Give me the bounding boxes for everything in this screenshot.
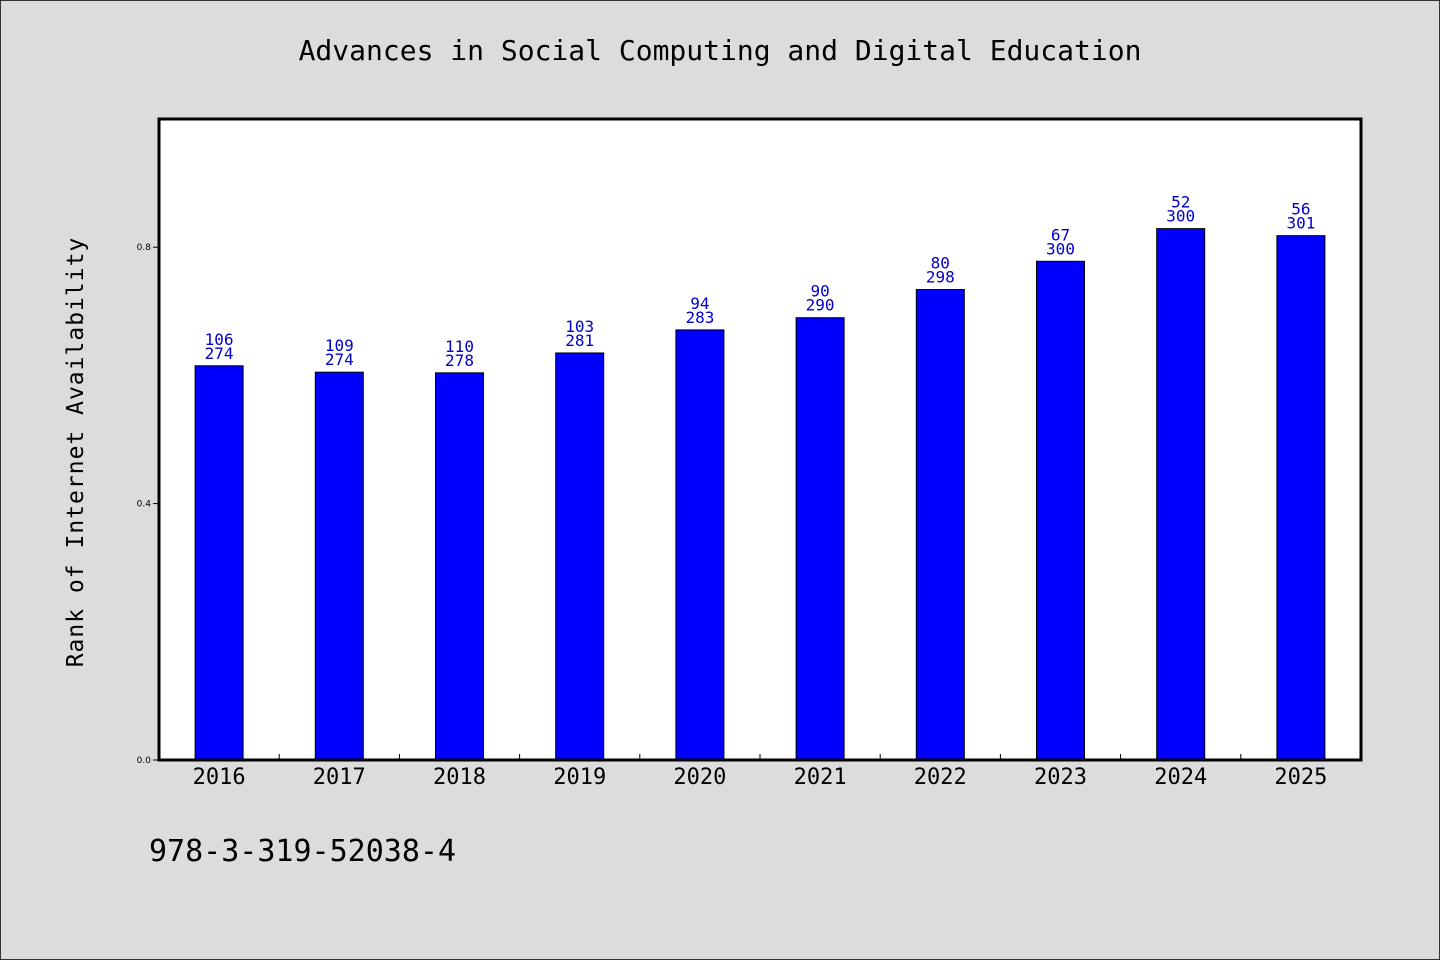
y-tick-label: 0.8 — [137, 243, 152, 253]
bar-label-bottom: 278 — [445, 351, 474, 370]
bar-label-bottom: 298 — [926, 268, 955, 287]
bar-label-top: 80 — [931, 254, 950, 273]
y-tick-label: 0.4 — [137, 500, 152, 510]
bar-label-top: 109 — [325, 336, 354, 355]
bar-label-top: 90 — [810, 282, 829, 301]
bar-label-bottom: 274 — [325, 350, 354, 369]
y-tick-label: 0.0 — [137, 756, 152, 766]
bar-label-bottom: 281 — [565, 331, 594, 350]
bar — [915, 289, 965, 761]
x-tick-label: 2019 — [553, 765, 606, 790]
bar-label-top: 103 — [565, 317, 594, 336]
bar — [795, 317, 845, 761]
x-tick-label: 2023 — [1034, 765, 1087, 790]
bar-label-bottom: 290 — [806, 296, 835, 315]
bar — [435, 372, 484, 761]
bar-label-bottom: 301 — [1286, 214, 1315, 233]
x-tick-label: 2022 — [914, 765, 967, 790]
x-tick-label: 2021 — [794, 765, 847, 790]
x-tick-label: 2016 — [193, 765, 246, 790]
x-tick-label: 2020 — [673, 765, 726, 790]
bar-label-top: 56 — [1291, 200, 1310, 219]
x-tick-label: 2025 — [1274, 765, 1327, 790]
bar-label-bottom: 300 — [1046, 239, 1075, 258]
bar — [1276, 235, 1326, 761]
chart-title: Advances in Social Computing and Digital… — [298, 34, 1142, 67]
bar-label-bottom: 300 — [1166, 207, 1195, 226]
plot-border — [157, 117, 1363, 762]
bar — [1036, 260, 1085, 761]
bar-label-top: 94 — [690, 294, 709, 313]
bar-label-top: 110 — [445, 337, 474, 356]
bar-label-bottom: 274 — [205, 344, 234, 363]
bar-label-top: 52 — [1171, 193, 1190, 212]
bar — [555, 352, 605, 761]
bar — [314, 371, 364, 761]
x-tick-label: 2024 — [1154, 765, 1207, 790]
bar — [1156, 228, 1206, 761]
bar — [194, 365, 244, 761]
x-tick-label: 2017 — [313, 765, 366, 790]
bar-label-bottom: 283 — [685, 308, 714, 327]
bar — [675, 329, 725, 761]
x-tick-label: 2018 — [433, 765, 486, 790]
bar-label-top: 106 — [205, 330, 234, 349]
bar-label-top: 67 — [1051, 225, 1070, 244]
isbn-label: 978-3-319-52038-4 — [149, 834, 457, 869]
